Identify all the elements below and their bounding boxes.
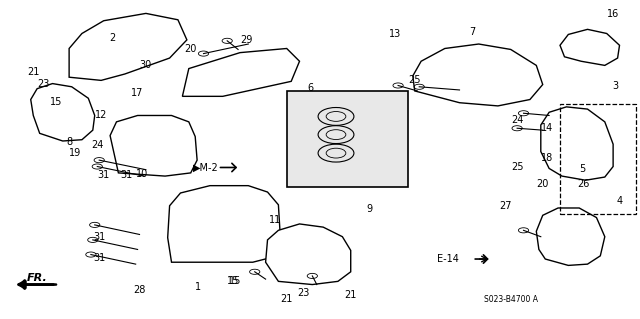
Text: 21: 21 xyxy=(280,294,293,304)
Text: 13: 13 xyxy=(389,29,402,40)
Text: 31: 31 xyxy=(93,232,106,242)
Text: 20: 20 xyxy=(184,44,197,55)
Text: 15: 15 xyxy=(227,276,240,286)
Text: 23: 23 xyxy=(37,78,50,89)
Text: FR.: FR. xyxy=(27,273,47,283)
Text: 12: 12 xyxy=(95,110,108,120)
Text: 18: 18 xyxy=(541,153,554,163)
Text: 2: 2 xyxy=(109,33,115,43)
Polygon shape xyxy=(182,48,300,96)
Text: 29: 29 xyxy=(240,35,253,45)
Text: 17: 17 xyxy=(131,87,144,98)
Text: 25: 25 xyxy=(511,162,524,173)
Polygon shape xyxy=(413,44,543,106)
Text: 31: 31 xyxy=(97,170,110,181)
Text: 3: 3 xyxy=(612,81,619,91)
Polygon shape xyxy=(31,84,95,141)
Text: 23: 23 xyxy=(297,288,310,298)
Text: 1: 1 xyxy=(195,282,202,292)
Polygon shape xyxy=(541,107,613,180)
Text: 7: 7 xyxy=(469,27,476,37)
Text: 16: 16 xyxy=(607,9,620,19)
Text: 15: 15 xyxy=(229,276,242,286)
Text: 20: 20 xyxy=(536,179,549,189)
Text: 24: 24 xyxy=(91,140,104,150)
Text: 9: 9 xyxy=(367,204,373,214)
Text: 21: 21 xyxy=(27,67,40,77)
Text: 31: 31 xyxy=(120,170,133,181)
Text: E-14: E-14 xyxy=(437,254,459,264)
Text: 28: 28 xyxy=(133,285,146,295)
Polygon shape xyxy=(168,186,280,262)
Polygon shape xyxy=(287,91,408,187)
Text: 8: 8 xyxy=(66,137,72,147)
Polygon shape xyxy=(266,224,351,285)
Text: 19: 19 xyxy=(69,148,82,158)
Text: 25: 25 xyxy=(408,75,421,85)
Text: 27: 27 xyxy=(499,201,512,211)
Text: S023-B4700 A: S023-B4700 A xyxy=(484,295,538,304)
Text: 11: 11 xyxy=(269,215,282,225)
Text: 5: 5 xyxy=(579,164,586,174)
Text: 21: 21 xyxy=(344,290,357,300)
Text: 10: 10 xyxy=(136,169,148,179)
Text: 26: 26 xyxy=(577,179,590,189)
Text: 30: 30 xyxy=(140,60,152,70)
Polygon shape xyxy=(110,115,197,176)
Text: 4: 4 xyxy=(616,196,623,206)
Polygon shape xyxy=(536,208,605,265)
Text: 31: 31 xyxy=(93,253,106,263)
Polygon shape xyxy=(69,13,187,80)
Text: ▶M-2: ▶M-2 xyxy=(193,162,219,173)
Polygon shape xyxy=(560,29,620,65)
Text: 15: 15 xyxy=(50,97,63,107)
Text: 6: 6 xyxy=(307,83,314,93)
Text: 14: 14 xyxy=(541,122,554,133)
Bar xyxy=(560,104,636,214)
Text: 24: 24 xyxy=(511,115,524,125)
